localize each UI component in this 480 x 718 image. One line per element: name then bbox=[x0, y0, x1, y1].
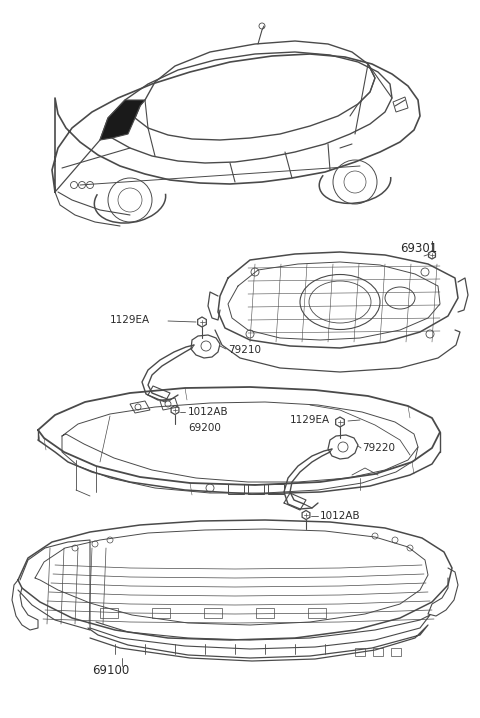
Text: 1012AB: 1012AB bbox=[188, 407, 228, 417]
Text: 79210: 79210 bbox=[228, 345, 261, 355]
Text: 1012AB: 1012AB bbox=[320, 511, 360, 521]
Text: 69301: 69301 bbox=[400, 241, 437, 254]
Text: 69200: 69200 bbox=[188, 423, 221, 433]
Text: 1129EA: 1129EA bbox=[110, 315, 150, 325]
Text: 1129EA: 1129EA bbox=[290, 415, 330, 425]
Text: 69100: 69100 bbox=[92, 663, 129, 676]
Text: 79220: 79220 bbox=[362, 443, 395, 453]
Polygon shape bbox=[100, 100, 145, 140]
